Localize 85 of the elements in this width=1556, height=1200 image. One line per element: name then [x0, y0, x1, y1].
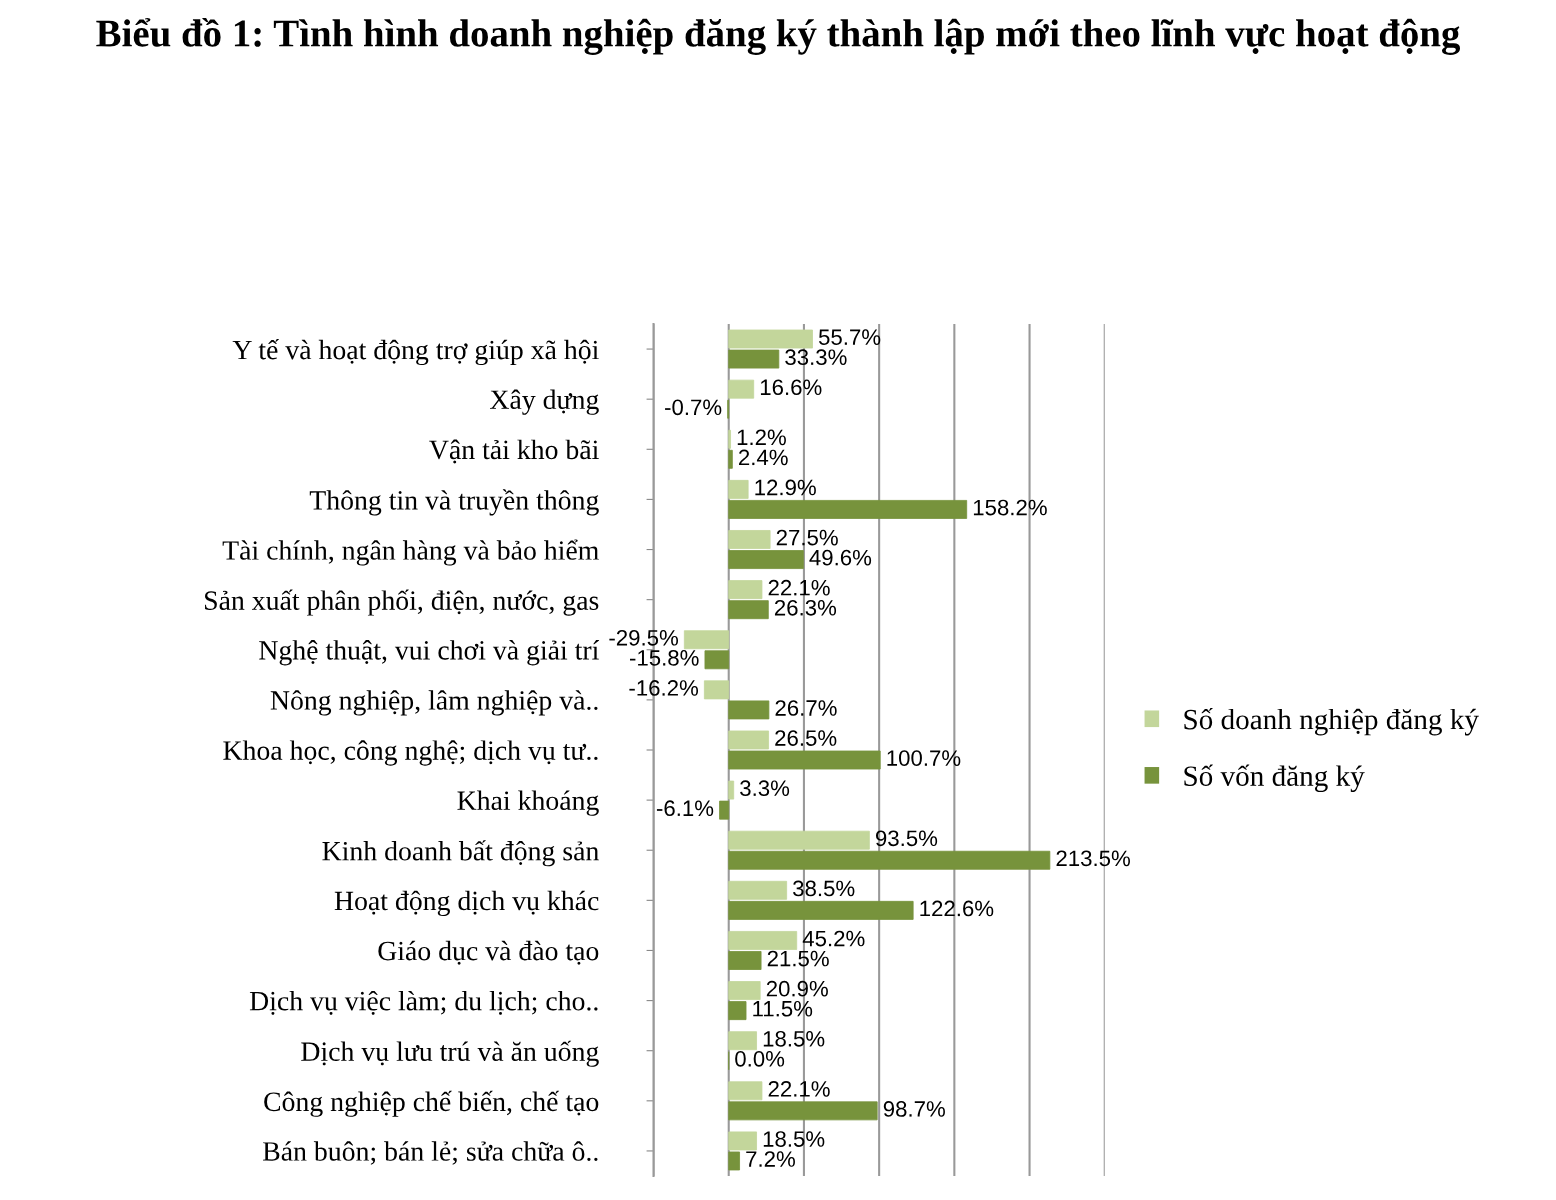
y-tick-label: Công nghiệp chế biến, chế tạo [264, 1090, 599, 1117]
data-label: 16.6% [760, 379, 822, 396]
y-tick-label: Thông tin và truyền thông [309, 489, 599, 516]
data-label: 38.5% [793, 880, 855, 897]
data-label: 98.7% [883, 1101, 945, 1117]
bar [728, 600, 769, 620]
bar [683, 630, 730, 650]
data-label: 27.5% [776, 529, 838, 546]
data-label: 3.3% [740, 780, 790, 797]
data-label: 93.5% [875, 830, 938, 847]
y-tick-label: Y tế và hoạt động trợ giúp xã hội [232, 339, 599, 366]
bar [728, 931, 798, 950]
y-tick-label: Nông nghiệp, lâm nghiệp và.. [270, 690, 598, 716]
bar [728, 1151, 740, 1171]
y-tick-label: Khoa học, công nghệ; dịch vụ tư.. [223, 740, 598, 766]
data-label: 26.5% [775, 730, 837, 746]
legend-label: Số vốn đăng ký [1184, 764, 1365, 792]
bar [728, 981, 761, 1001]
data-label: 158.2% [973, 499, 1047, 516]
bar [728, 1131, 757, 1151]
bar [728, 379, 755, 399]
data-label: 22.1% [768, 1081, 830, 1097]
bar [728, 530, 771, 549]
y-tick-label: Vận tải kho bãi [429, 439, 599, 464]
y-tick-label: Sản xuất phân phối, điện, nước, gas [205, 589, 599, 616]
data-label: 45.2% [802, 930, 865, 947]
bar [728, 830, 870, 850]
data-label: 18.5% [763, 1030, 825, 1047]
bar [728, 951, 762, 970]
y-tick-label: Xây dựng [490, 389, 599, 415]
data-label: 213.5% [1056, 850, 1130, 867]
bar [728, 1101, 878, 1121]
data-label: 55.7% [818, 329, 881, 345]
legend-label: Số doanh nghiệp đăng ký [1184, 708, 1479, 736]
y-tick-label: Dịch vụ việc làm; du lịch; cho.. [249, 990, 598, 1015]
data-label: 26.7% [775, 700, 837, 716]
y-tick-label: Kinh doanh bất động sản [322, 840, 599, 867]
bar [728, 730, 770, 750]
data-label: -0.7% [665, 399, 722, 416]
y-tick-label: Nghệ thuật, vui chơi và giải trí [259, 640, 600, 666]
bar [719, 800, 730, 820]
bar [728, 900, 914, 920]
data-label: 1.2% [737, 429, 786, 446]
bar [728, 449, 733, 469]
y-tick-label: Bán buôn; bán lẻ; sửa chữa ô.. [263, 1141, 598, 1165]
bar [728, 1001, 747, 1021]
bar [703, 680, 730, 700]
data-label: 11.5% [753, 1000, 813, 1017]
bar [728, 329, 813, 349]
bar [728, 1031, 757, 1051]
data-label: 7.2% [746, 1151, 795, 1167]
data-label: 12.9% [755, 479, 816, 496]
bar [728, 700, 770, 720]
bar [728, 479, 749, 499]
data-label: 100.7% [887, 750, 961, 766]
data-label: -16.2% [629, 680, 699, 696]
data-label: -6.1% [656, 800, 714, 817]
y-tick-label: Hoạt động dịch vụ khác [334, 890, 599, 917]
bar [728, 499, 968, 519]
y-tick-label: Giáo dục và đào tạo [378, 940, 599, 965]
bar [704, 650, 730, 670]
data-label: -15.8% [629, 650, 699, 666]
data-label: 26.3% [774, 599, 837, 616]
data-label: 0.0% [735, 1050, 785, 1067]
bar [728, 780, 735, 800]
data-label: 2.4% [739, 449, 788, 466]
data-label: 122.6% [920, 900, 994, 917]
data-label: 49.6% [809, 549, 872, 566]
y-tick-label: Tài chính, ngân hàng và bảo hiểm [222, 539, 599, 566]
bar [728, 750, 881, 770]
data-label: -29.5% [609, 629, 679, 646]
data-label: 33.3% [785, 349, 847, 366]
y-tick-label: Khai khoáng [457, 790, 599, 816]
bar [728, 580, 763, 600]
chart-title: Biểu đồ 1: Tình hình doanh nghiệp đăng ký thành lập mới theo lĩnh vực hoạt động [96, 18, 1461, 55]
bar [728, 349, 780, 369]
data-label: 21.5% [767, 950, 829, 967]
data-label: 20.9% [766, 980, 828, 997]
data-label: 18.5% [763, 1131, 825, 1147]
data-label: 22.1% [768, 579, 830, 596]
y-tick-label: Dịch vụ lưu trú và ăn uống [301, 1040, 599, 1067]
bar [728, 880, 788, 900]
bar [728, 850, 1051, 870]
bar [728, 1081, 763, 1101]
bar [728, 550, 804, 569]
